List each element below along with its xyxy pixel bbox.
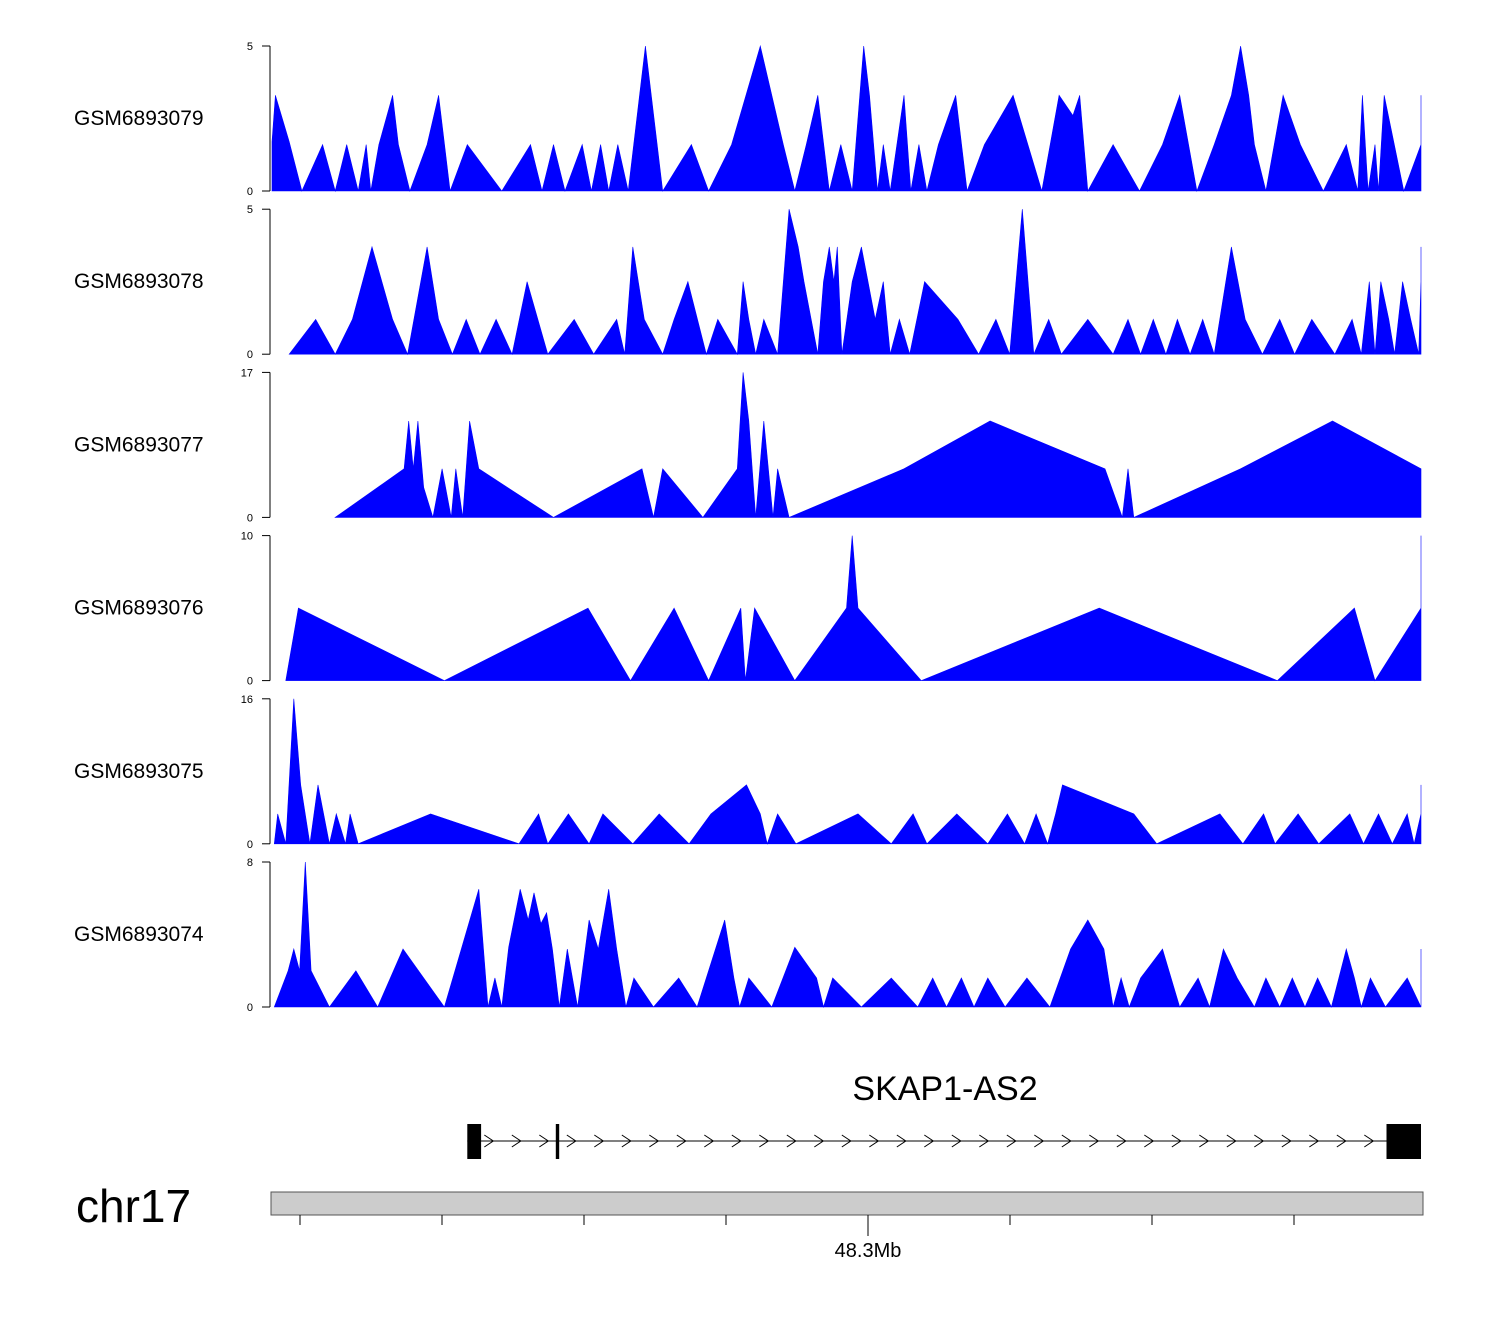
gene-label: SKAP1-AS2 [852,1070,1037,1108]
coverage-tracks: GSM689307950GSM689307850GSM6893077170GSM… [74,41,1422,1014]
track-label: GSM6893079 [74,107,204,130]
coverage-area [285,535,1422,682]
strand-arrow [1226,1134,1237,1148]
strand-arrow [1171,1134,1182,1148]
track-GSM6893079: GSM6893079 5 0 [74,41,1422,198]
strand-arrow [731,1134,742,1148]
strand-arrow [979,1134,990,1148]
axis-tick-label: 48.3Mb [835,1240,902,1262]
y-tick-label: 0 [247,512,253,524]
track-GSM6893078: GSM6893078 5 0 [74,204,1422,361]
y-tick-label: 8 [247,857,253,869]
coverage-area [334,372,1422,518]
strand-arrow [896,1134,907,1148]
strand-arrow [924,1134,935,1148]
strand-arrow [676,1134,687,1148]
chromosome-axis-track: chr17 48.3Mb [76,1180,1424,1262]
y-tick-label: 17 [241,367,253,379]
track-GSM6893076: GSM6893076 10 0 [74,531,1422,688]
track-GSM6893074: GSM6893074 8 0 [74,857,1422,1014]
strand-arrow [566,1134,577,1148]
exon [467,1124,482,1159]
y-tick-label: 16 [241,694,253,706]
y-tick-label: 10 [241,531,253,543]
strand-arrow [704,1134,715,1148]
strand-arrow [1309,1134,1320,1148]
coverage-area [271,44,1422,193]
coverage-area [273,861,1422,1009]
y-tick-label: 5 [247,41,253,53]
strand-arrow [1281,1134,1292,1148]
strand-arrow [539,1134,550,1148]
strand-arrow [1254,1134,1265,1148]
coverage-area [273,698,1422,845]
strand-arrow [814,1134,825,1148]
track-label: GSM6893076 [74,597,204,620]
gene-model [467,1124,1421,1159]
track-label: GSM6893075 [74,760,204,783]
y-tick-label: 5 [247,204,253,216]
strand-arrow [1006,1134,1017,1148]
y-tick-label: 0 [247,186,253,198]
strand-arrow [1089,1134,1100,1148]
y-tick-label: 0 [247,1002,253,1014]
chromosome-label: chr17 [76,1180,191,1232]
strand-arrow [594,1134,605,1148]
strand-arrow [869,1134,880,1148]
track-label: GSM6893077 [74,433,204,456]
gene-track: SKAP1-AS2 [467,1070,1421,1159]
strand-arrow [1336,1134,1347,1148]
exon [1386,1124,1421,1159]
y-tick-label: 0 [247,349,253,361]
strand-arrow [511,1134,522,1148]
exon [555,1124,560,1159]
genomic-axis [299,1215,1295,1236]
strand-arrow [1364,1134,1375,1148]
track-label: GSM6893074 [74,923,204,946]
strand-arrow [759,1134,770,1148]
strand-arrow [1199,1134,1210,1148]
track-label: GSM6893078 [74,270,204,293]
strand-arrow [621,1134,632,1148]
y-tick-label: 0 [247,676,253,688]
strand-arrow [1144,1134,1155,1148]
strand-arrow [649,1134,660,1148]
chromosome-bar [270,1191,1424,1216]
strand-arrow [951,1134,962,1148]
coverage-area [288,209,1422,356]
y-tick-label: 0 [247,839,253,851]
strand-arrow [1061,1134,1072,1148]
strand-arrow [786,1134,797,1148]
strand-arrow [484,1134,495,1148]
track-GSM6893077: GSM6893077 17 0 [74,367,1422,524]
strand-arrow [841,1134,852,1148]
strand-arrow [1034,1134,1045,1148]
strand-arrow [1116,1134,1127,1148]
track-GSM6893075: GSM6893075 16 0 [74,694,1422,851]
